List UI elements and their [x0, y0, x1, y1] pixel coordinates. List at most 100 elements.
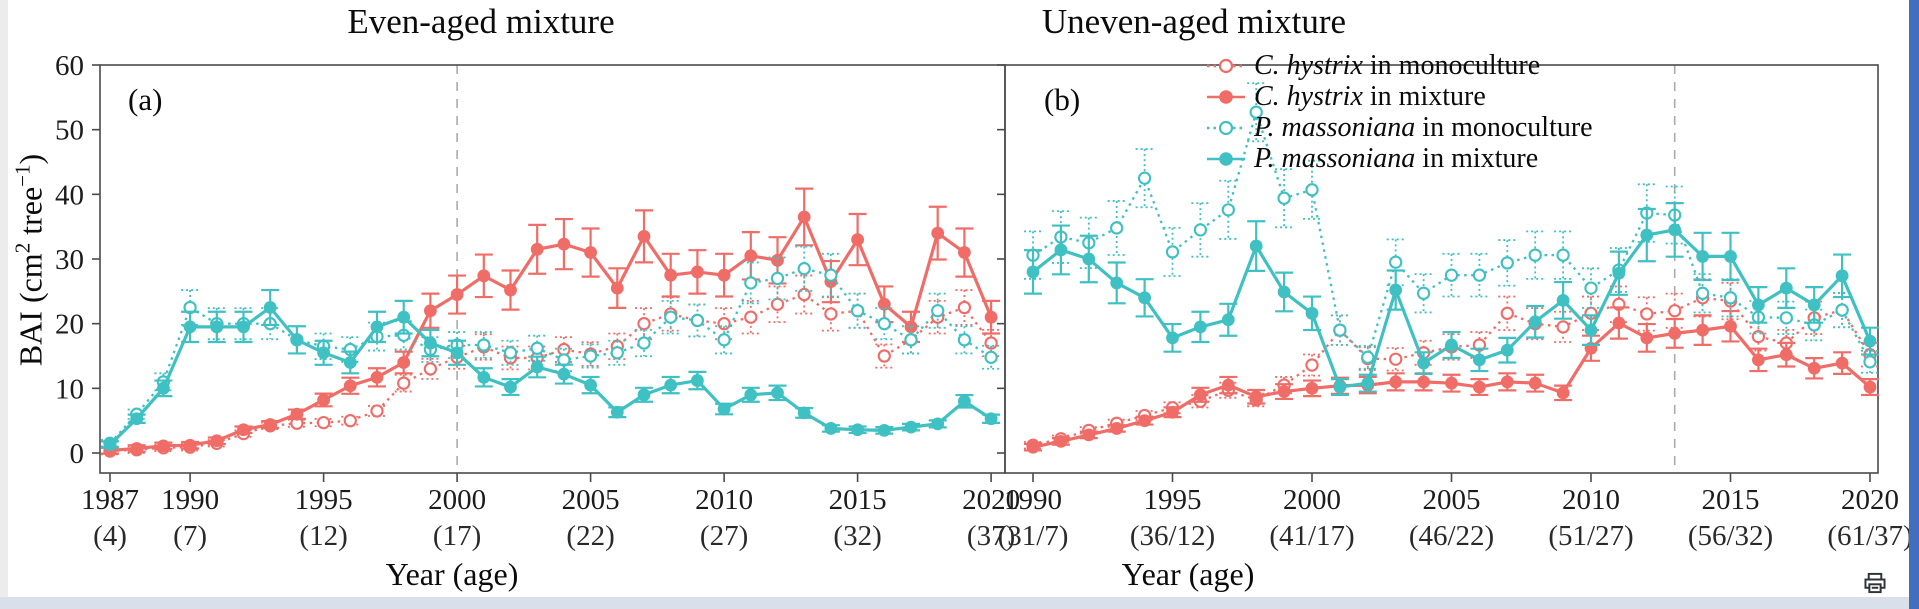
- x-tick-year-label: 2000: [1283, 484, 1341, 516]
- error-bar: [795, 245, 814, 292]
- open-circle-marker-icon: [1137, 171, 1152, 185]
- series-line: [109, 293, 993, 453]
- filled-circle-marker-icon: [1082, 428, 1096, 442]
- filled-circle-marker-icon: [130, 412, 144, 426]
- filled-circle-marker-icon: [797, 210, 811, 224]
- filled-circle-marker-icon: [157, 439, 170, 453]
- open-circle-marker-icon: [397, 376, 411, 390]
- filled-circle-marker-icon: [1249, 239, 1263, 253]
- filled-circle-marker-icon: [1305, 381, 1319, 395]
- open-circle-marker-icon: [530, 341, 544, 355]
- x-tick-age-label: (27): [700, 520, 748, 552]
- x-tick-year-label: 2005: [1423, 484, 1481, 516]
- open-circle-marker-icon: [370, 404, 384, 418]
- series-p-massoniana-in-mixture: [1024, 202, 1879, 397]
- open-circle-marker-icon: [1305, 358, 1319, 372]
- open-circle-marker-icon: [1472, 268, 1487, 282]
- filled-circle-marker-icon: [717, 402, 731, 416]
- filled-circle-marker-icon: [1054, 243, 1068, 257]
- filled-circle-marker-icon: [1249, 390, 1263, 404]
- legend-label: P. massoniana in monoculture: [1254, 111, 1593, 143]
- error-bar: [1414, 273, 1433, 314]
- filled-circle-marker-icon: [263, 301, 277, 314]
- x-tick-age-label: (41/17): [1269, 520, 1354, 552]
- filled-circle-marker-icon: [557, 237, 571, 251]
- right-edge-strip[interactable]: [1909, 0, 1919, 609]
- open-circle-marker-icon: [770, 297, 785, 311]
- open-circle-marker-icon: [1444, 268, 1459, 282]
- open-circle-marker-icon: [1500, 256, 1514, 270]
- filled-circle-marker-icon: [157, 381, 170, 395]
- open-circle-marker-icon: [1668, 304, 1682, 318]
- y-tick-label: 10: [55, 373, 84, 405]
- filled-circle-marker-icon: [1528, 376, 1542, 390]
- x-tick-age-label: (36/12): [1130, 520, 1215, 552]
- filled-circle-marker-icon: [1026, 265, 1040, 279]
- filled-circle-marker-icon: [931, 226, 945, 240]
- open-circle-marker-icon: [770, 271, 785, 286]
- filled-circle-marker-icon: [477, 269, 491, 283]
- open-circle-marker-icon: [717, 333, 731, 347]
- filled-circle-marker-icon: [584, 246, 597, 259]
- open-circle-marker-icon: [583, 349, 598, 363]
- open-circle-marker-icon: [957, 333, 972, 347]
- filled-circle-marker-icon: [317, 346, 330, 360]
- open-circle-marker-icon: [1835, 303, 1849, 317]
- filled-circle-marker-icon: [1445, 376, 1458, 390]
- x-tick-year-label: 2015: [1702, 484, 1760, 516]
- legend-label: C. hystrix in mixture: [1254, 80, 1486, 112]
- error-bar: [474, 333, 493, 361]
- filled-circle-marker-icon: [1445, 338, 1458, 352]
- x-tick-year-label: 2020: [962, 484, 1020, 516]
- x-tick-age-label: (4): [93, 520, 127, 552]
- filled-circle-marker-icon: [1194, 320, 1207, 334]
- legend-item-2: C. hystrix in mixture: [1206, 81, 1593, 112]
- filled-circle-marker-icon: [851, 423, 864, 437]
- legend-label: P. massoniana in mixture: [1254, 142, 1539, 174]
- filled-circle-marker-icon: [263, 418, 277, 431]
- x-tick-year-label: 2010: [695, 484, 753, 516]
- x-tick-year-label: 1995: [295, 484, 353, 516]
- filled-circle-marker-icon: [1473, 380, 1486, 394]
- filled-circle-marker-icon: [1110, 276, 1124, 290]
- x-tick-year-label: 2015: [829, 484, 887, 516]
- y-tick-label: 50: [55, 115, 84, 147]
- x-tick-year-label: 2010: [1562, 484, 1620, 516]
- error-bar: [1247, 82, 1266, 143]
- x-tick-age-label: (22): [566, 520, 614, 552]
- filled-circle-marker-icon: [103, 438, 117, 451]
- filled-circle-marker-icon: [1556, 386, 1570, 400]
- panel-a: 0 10 20 30 40 50 60 1987 (4) 1990 (7) 1995 (12) 2000 (…: [55, 50, 1020, 552]
- filled-circle-marker-icon: [744, 249, 758, 263]
- filled-circle-marker-icon: [1500, 375, 1514, 389]
- open-circle-marker-icon: [1695, 286, 1710, 300]
- filled-circle-marker-icon: [1835, 356, 1849, 370]
- error-bar: [1303, 159, 1321, 220]
- open-circle-marker-icon: [744, 276, 758, 290]
- filled-circle-marker-icon: [610, 405, 624, 419]
- filled-circle-marker-icon: [450, 346, 464, 360]
- legend-item-4: P. massoniana in mixture: [1206, 143, 1593, 174]
- filled-circle-marker-icon: [637, 229, 651, 243]
- panel-frame: [1004, 64, 1879, 474]
- filled-circle-marker-icon: [904, 420, 918, 434]
- open-circle-marker-icon: [1221, 203, 1235, 217]
- filled-circle-marker-icon: [317, 393, 330, 407]
- y-tick-label: 20: [55, 309, 84, 341]
- filled-circle-marker-icon: [1863, 334, 1877, 348]
- filled-circle-marker-icon: [1206, 149, 1246, 169]
- series-p-massoniana-in-monoculture: [1024, 82, 1879, 374]
- filled-circle-marker-icon: [1206, 87, 1246, 107]
- open-circle-marker-icon: [610, 346, 624, 360]
- error-bar: [715, 325, 734, 355]
- y-tick-label: 40: [55, 179, 84, 211]
- x-tick-year-label: 1990: [1004, 484, 1062, 516]
- series-p-massoniana-in-mixture: [101, 288, 1001, 451]
- filled-circle-marker-icon: [1640, 228, 1654, 242]
- open-circle-marker-icon: [316, 415, 331, 430]
- open-circle-marker-icon: [877, 317, 891, 331]
- filled-circle-marker-icon: [691, 265, 704, 279]
- open-circle-marker-icon: [477, 338, 491, 352]
- x-tick-age-label: (17): [433, 520, 481, 552]
- print-icon[interactable]: [1862, 570, 1888, 596]
